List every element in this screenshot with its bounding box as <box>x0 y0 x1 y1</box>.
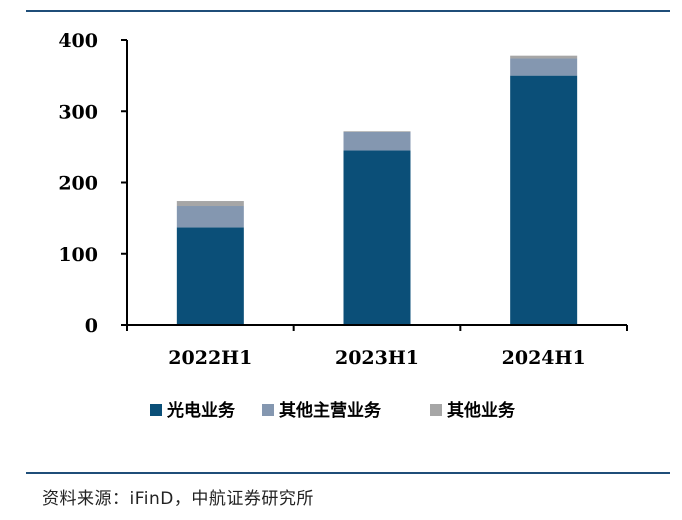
top-rule <box>26 10 670 12</box>
y-tick-label: 0 <box>85 315 98 337</box>
legend-label-1: 其他主营业务 <box>279 400 382 421</box>
bar-2024H1-series-0 <box>510 75 578 325</box>
bottom-rule <box>26 472 670 474</box>
x-tick-label: 2022H1 <box>168 347 252 369</box>
bar-2023H1-series-2 <box>343 131 411 132</box>
bar-2024H1-series-1 <box>510 58 578 76</box>
legend-label-0: 光电业务 <box>166 400 236 421</box>
bar-2023H1-series-0 <box>343 150 411 325</box>
y-tick-label: 200 <box>58 173 98 195</box>
bar-2022H1-series-1 <box>176 206 244 228</box>
y-tick-label: 300 <box>58 101 98 123</box>
source-note: 资料来源：iFinD，中航证券研究所 <box>42 489 314 509</box>
bar-2022H1-series-0 <box>176 227 244 325</box>
y-tick-label: 100 <box>58 244 98 266</box>
x-tick-label: 2023H1 <box>335 347 419 369</box>
bar-2022H1-series-2 <box>176 201 244 207</box>
bar-2024H1-series-2 <box>510 55 578 59</box>
bar-2023H1-series-1 <box>343 131 411 151</box>
x-tick-label: 2024H1 <box>502 347 586 369</box>
legend-swatch-0 <box>150 404 162 416</box>
legend-swatch-1 <box>262 404 274 416</box>
stacked-bar-chart: 2022H1 2023H1 2024H1 0 100 200 300 400 光电业务 其他主营业… <box>58 30 628 421</box>
legend-label-2: 其他业务 <box>447 400 516 421</box>
y-tick-label: 400 <box>58 30 98 52</box>
legend-swatch-2 <box>430 404 442 416</box>
